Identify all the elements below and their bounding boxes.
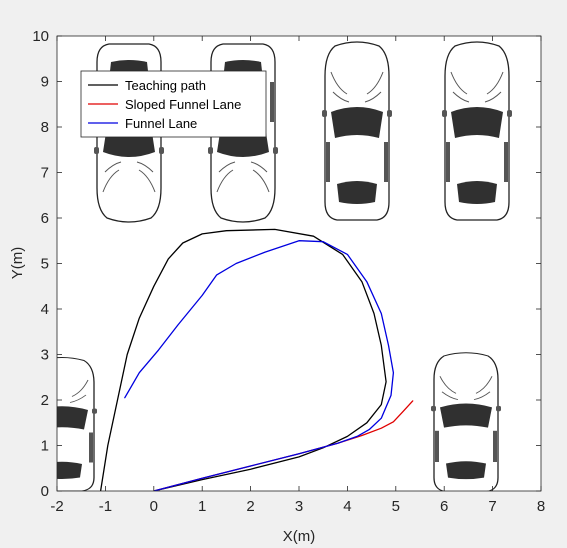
y-tick-label: 8 [41,119,49,136]
x-tick-label: 0 [150,498,158,515]
x-tick-label: 3 [295,498,303,515]
x-tick-label: 6 [440,498,448,515]
tick-layer: -2 -1 0 1 2 3 4 5 6 7 8 0 1 2 3 4 5 6 7 8 9 10 [32,28,545,515]
y-tick-label: 3 [41,347,49,364]
x-tick-label: -1 [99,498,112,515]
x-tick-label: -2 [50,498,63,515]
series-line-2 [124,240,395,491]
y-tick-label: 9 [41,74,49,91]
legend-label: Teaching path [125,78,206,93]
legend: Teaching path Sloped Funnel Lane Funnel La… [80,70,267,138]
y-tick-label: 7 [41,165,49,182]
series-layer [99,228,414,491]
y-tick-label: 0 [41,483,49,500]
x-tick-label: 1 [198,498,206,515]
x-tick-label: 2 [246,498,254,515]
y-tick-label: 5 [41,256,49,273]
x-tick-label: 5 [392,498,400,515]
y-tick-label: 6 [41,210,49,227]
legend-label: Sloped Funnel Lane [125,97,241,112]
legend-label: Funnel Lane [125,116,197,131]
y-tick-label: 4 [41,301,49,318]
y-tick-label: 10 [32,28,49,45]
x-tick-label: 8 [537,498,545,515]
y-tick-label: 1 [41,438,49,455]
y-tick-label: 2 [41,392,49,409]
y-axis-label: Y(m) [9,247,26,280]
x-tick-label: 7 [488,498,496,515]
x-tick-label: 4 [343,498,351,515]
x-axis-label: X(m) [283,528,316,545]
